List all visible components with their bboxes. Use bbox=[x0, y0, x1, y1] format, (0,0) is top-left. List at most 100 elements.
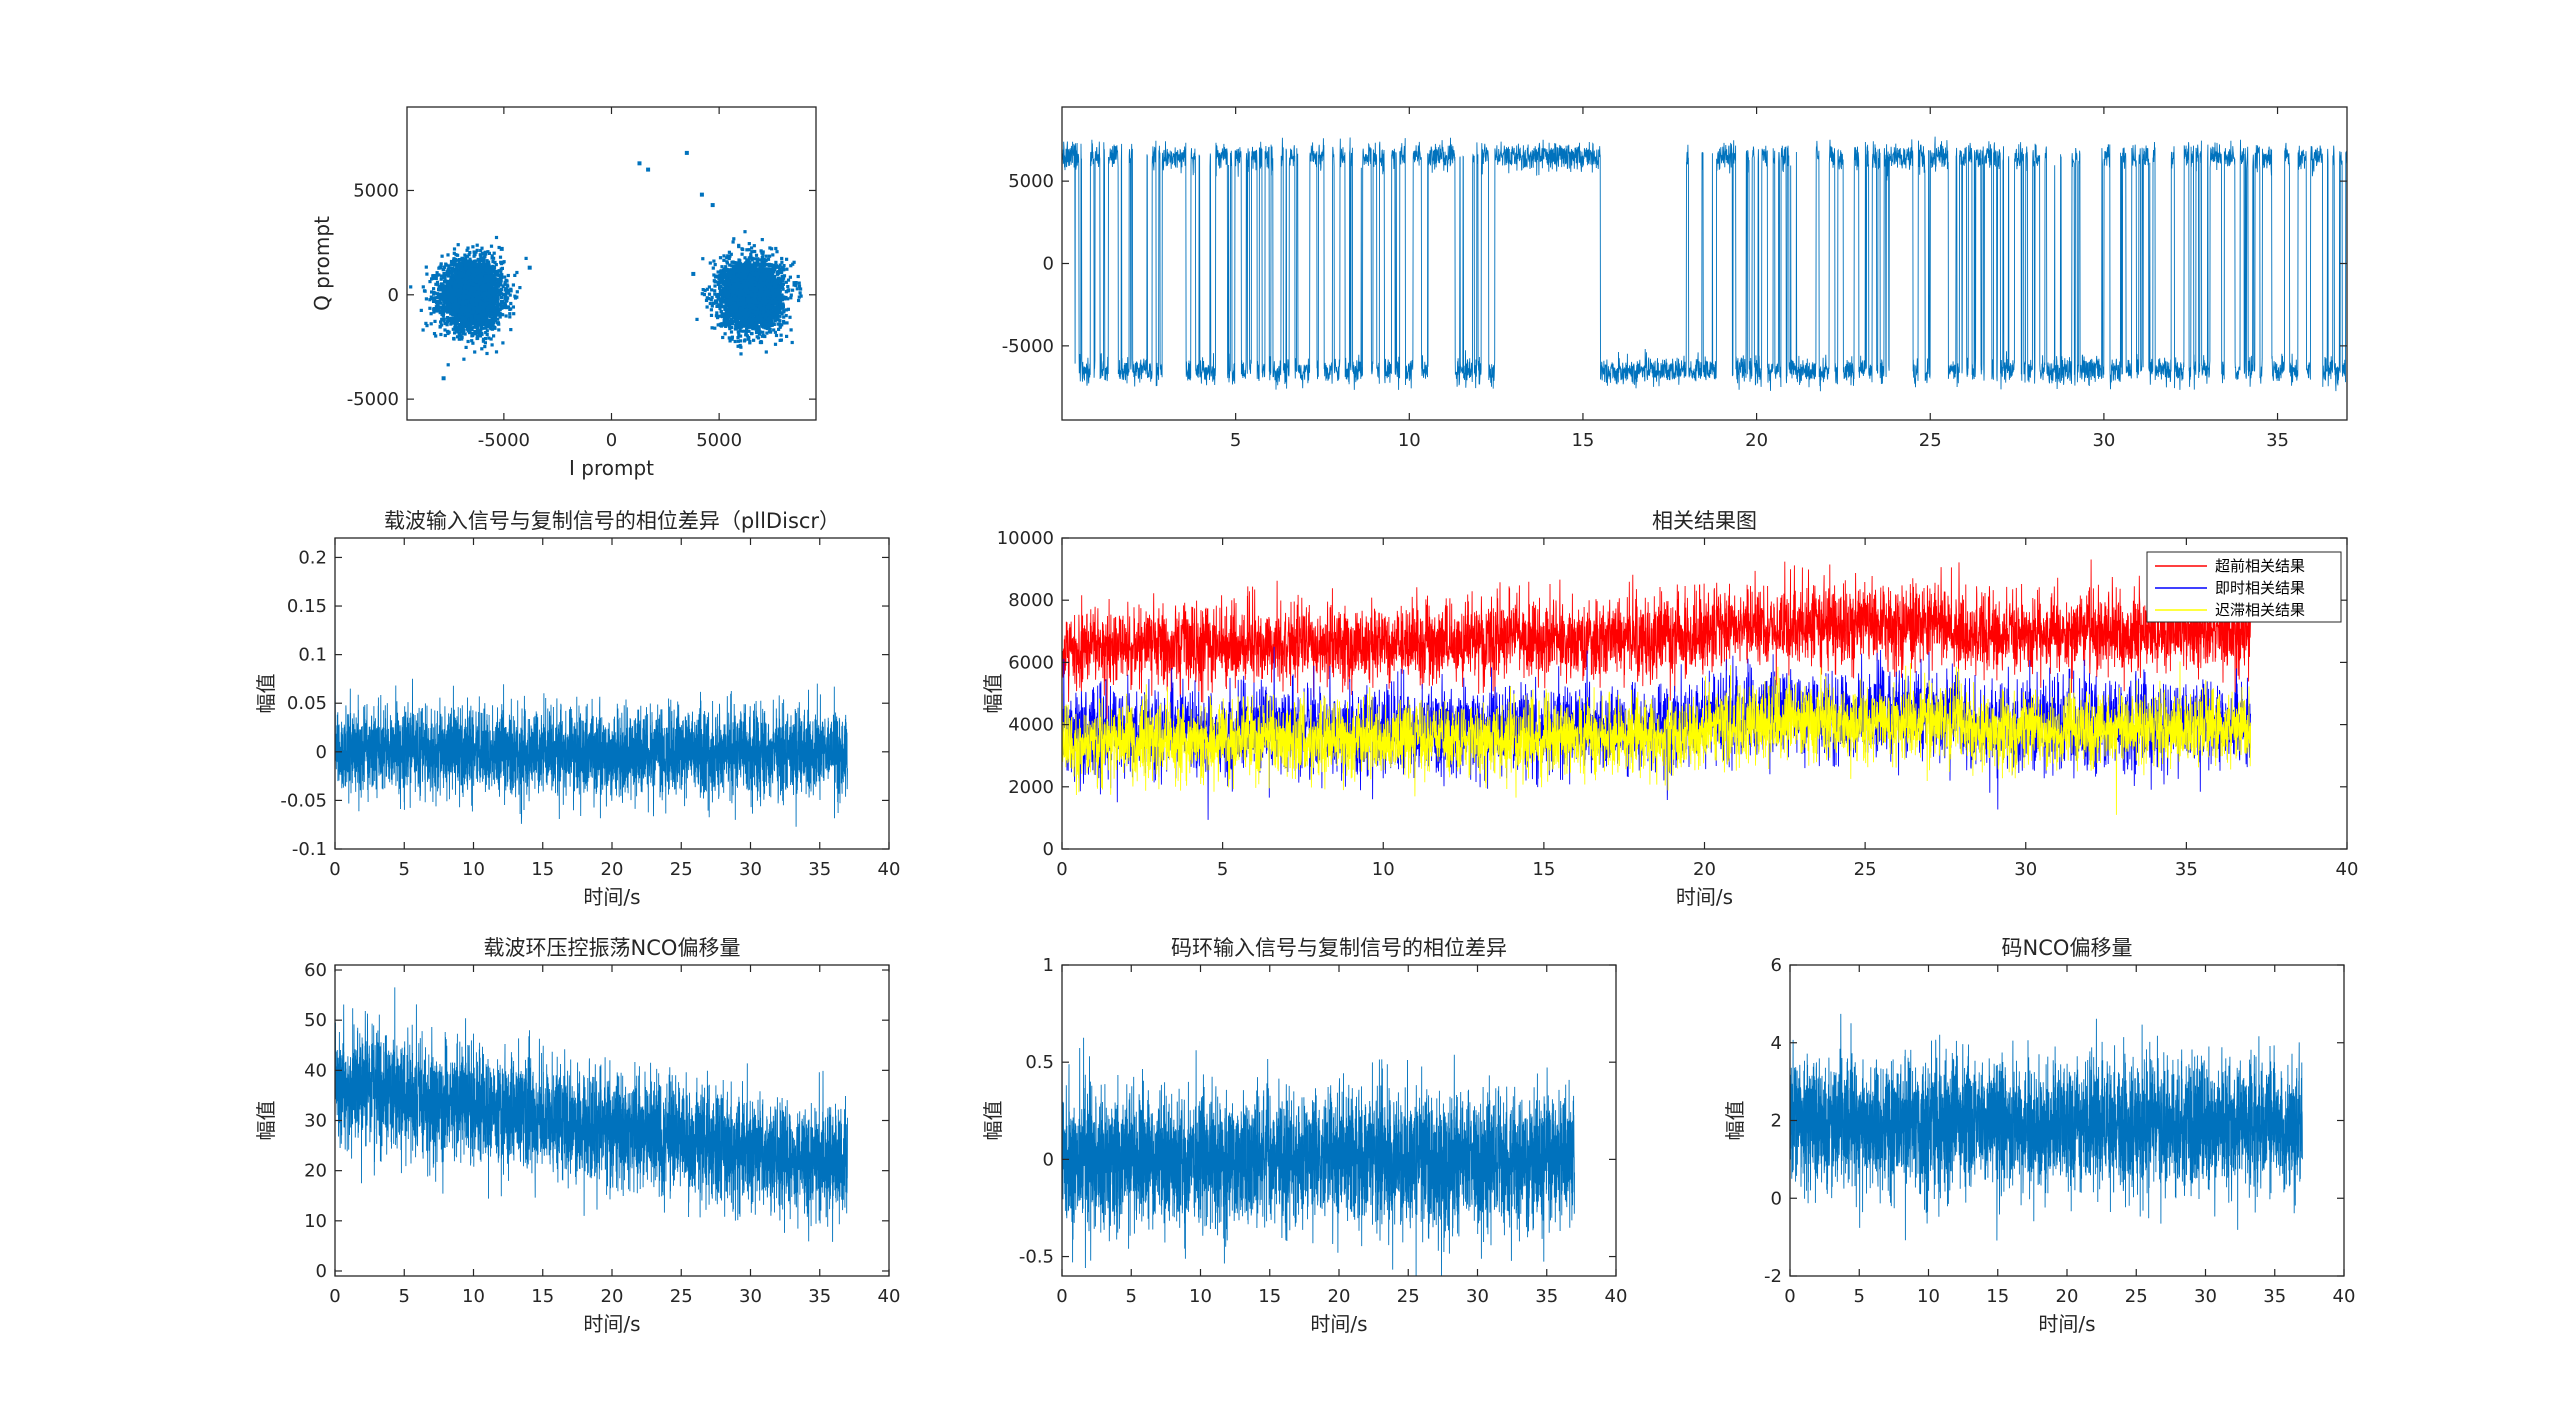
scatter-point bbox=[467, 297, 471, 301]
scatter-point bbox=[508, 315, 512, 319]
scatter-point bbox=[491, 309, 495, 313]
scatter-point bbox=[452, 260, 456, 265]
scatter-point bbox=[513, 294, 517, 298]
scatter-point bbox=[498, 255, 503, 259]
scatter-point bbox=[490, 291, 494, 295]
scatter-point bbox=[503, 280, 507, 284]
scatter-point bbox=[473, 320, 477, 324]
scatter-point bbox=[508, 312, 512, 316]
scatter-point bbox=[726, 312, 730, 316]
scatter-point bbox=[448, 309, 452, 313]
scatter-point bbox=[428, 306, 432, 310]
scatter-point bbox=[480, 294, 484, 298]
scatter-point bbox=[718, 306, 722, 311]
scatter-point bbox=[440, 317, 444, 321]
scatter-point bbox=[462, 305, 466, 309]
scatter-point bbox=[729, 268, 733, 272]
scatter-point bbox=[462, 328, 466, 332]
scatter-point bbox=[780, 298, 784, 302]
scatter-point bbox=[459, 316, 463, 320]
scatter-point bbox=[474, 280, 479, 284]
scatter-point bbox=[447, 271, 451, 275]
scatter-point bbox=[489, 308, 493, 313]
scatter-point bbox=[462, 287, 466, 291]
scatter-point bbox=[780, 296, 784, 300]
scatter-point bbox=[455, 279, 459, 283]
scatter-point bbox=[459, 287, 463, 292]
scatter-point bbox=[443, 309, 447, 313]
scatter-point bbox=[453, 331, 457, 335]
scatter-point bbox=[481, 269, 485, 273]
scatter-point bbox=[472, 287, 476, 292]
scatter-point bbox=[492, 303, 496, 307]
scatter-point bbox=[507, 288, 511, 292]
scatter-point bbox=[480, 275, 484, 279]
scatter-point bbox=[441, 314, 445, 318]
scatter-point bbox=[437, 293, 441, 297]
scatter-point bbox=[483, 341, 487, 345]
scatter-point bbox=[702, 293, 706, 297]
scatter-point bbox=[443, 333, 447, 338]
scatter-point bbox=[465, 248, 469, 252]
scatter-point bbox=[451, 307, 455, 311]
scatter-point bbox=[501, 285, 505, 289]
scatter-point bbox=[421, 285, 425, 289]
scatter-point bbox=[710, 304, 714, 308]
scatter-point bbox=[468, 314, 472, 318]
scatter-point bbox=[470, 310, 474, 314]
scatter-point bbox=[437, 266, 441, 270]
scatter-point bbox=[485, 318, 489, 322]
scatter-point bbox=[754, 253, 759, 257]
scatter-point bbox=[462, 261, 466, 266]
scatter-point bbox=[461, 316, 465, 320]
scatter-point bbox=[474, 331, 478, 336]
scatter-point bbox=[490, 322, 494, 326]
scatter-point bbox=[503, 282, 507, 286]
scatter-point bbox=[453, 324, 457, 328]
scatter-point bbox=[466, 292, 470, 296]
scatter-point bbox=[467, 262, 471, 266]
scatter-point bbox=[740, 252, 744, 256]
scatter-point bbox=[459, 312, 463, 316]
scatter-point bbox=[463, 315, 467, 320]
scatter-point bbox=[494, 311, 498, 315]
scatter-point bbox=[478, 321, 482, 325]
scatter-point bbox=[475, 287, 479, 291]
scatter-point bbox=[477, 295, 482, 299]
scatter-point bbox=[490, 269, 494, 273]
scatter-point bbox=[429, 322, 433, 326]
scatter-point bbox=[719, 299, 723, 303]
scatter-point bbox=[456, 243, 460, 247]
scatter-point bbox=[479, 249, 483, 253]
scatter-point bbox=[462, 324, 466, 328]
scatter-point bbox=[452, 251, 456, 255]
scatter-point bbox=[474, 323, 478, 327]
scatter-point bbox=[439, 320, 443, 324]
scatter-point bbox=[471, 310, 476, 314]
scatter-point bbox=[482, 291, 486, 295]
scatter-point bbox=[424, 265, 428, 269]
scatter-point bbox=[440, 254, 444, 258]
scatter-point bbox=[753, 257, 757, 261]
scatter-point bbox=[722, 267, 726, 271]
scatter-point bbox=[782, 276, 786, 280]
scatter-point bbox=[717, 303, 721, 307]
scatter-point bbox=[496, 321, 500, 325]
scatter-point bbox=[485, 291, 489, 295]
scatter-point bbox=[434, 282, 438, 286]
scatter-point bbox=[482, 261, 486, 265]
scatter-point bbox=[737, 333, 741, 337]
scatter-point bbox=[782, 274, 787, 278]
scatter-point bbox=[480, 347, 484, 351]
scatter-point bbox=[449, 305, 453, 309]
scatter-point bbox=[495, 270, 499, 274]
scatter-point bbox=[773, 274, 777, 278]
scatter-point bbox=[439, 310, 443, 314]
scatter-point bbox=[494, 235, 499, 240]
scatter-point bbox=[761, 265, 765, 269]
scatter-point bbox=[500, 273, 504, 277]
scatter-point bbox=[468, 276, 473, 280]
scatter-point bbox=[701, 257, 705, 261]
scatter-point bbox=[504, 287, 508, 291]
scatter-point bbox=[473, 298, 477, 302]
